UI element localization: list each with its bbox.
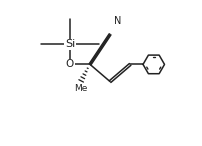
Text: Me: Me [73,84,87,93]
Text: N: N [113,16,120,26]
Text: O: O [65,59,74,69]
Text: Si: Si [65,39,75,49]
